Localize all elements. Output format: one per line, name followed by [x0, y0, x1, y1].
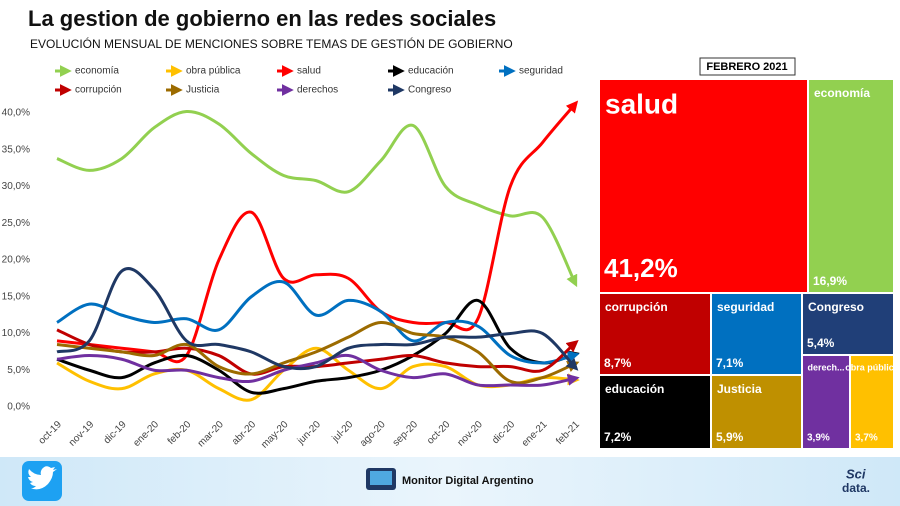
- legend-label: obra pública: [186, 66, 241, 77]
- legend-label: Justicia: [186, 85, 220, 96]
- series-line: [56, 279, 580, 365]
- legend-label: salud: [297, 66, 321, 77]
- cell-value-label: 16,9%: [813, 274, 847, 288]
- treemap-cell: [600, 80, 807, 292]
- logo-bottom: data.: [842, 481, 870, 495]
- y-tick-label: 0,0%: [7, 402, 30, 413]
- title: La gestion de gobierno en las redes soci…: [28, 6, 496, 31]
- x-tick-label: dic-19: [102, 419, 129, 446]
- treemap-cell: [600, 294, 710, 374]
- legend-label: educación: [408, 66, 454, 77]
- cell-label: economía: [814, 86, 870, 100]
- treemap-title: FEBRERO 2021: [706, 61, 787, 73]
- legend-label: seguridad: [519, 66, 563, 77]
- series-line: [56, 100, 579, 364]
- brand-name: Monitor Digital Argentino: [402, 475, 534, 487]
- x-tick-label: sep-20: [391, 419, 421, 449]
- x-tick-label: oct-20: [425, 419, 453, 447]
- treemap-cell: [803, 356, 849, 448]
- x-tick-label: dic-20: [490, 419, 517, 446]
- cell-label: obra pública: [845, 362, 900, 372]
- x-tick-label: ene-20: [131, 419, 161, 449]
- series-line: [56, 353, 580, 388]
- legend-label: derechos: [297, 85, 338, 96]
- twitter-bird: [28, 466, 57, 490]
- x-tick-label: ago-20: [358, 419, 388, 449]
- cell-value-label: 5,4%: [807, 336, 835, 350]
- series-line: [56, 320, 580, 385]
- cell-value-label: 41,2%: [604, 253, 678, 283]
- x-tick-label: jul-20: [330, 419, 356, 445]
- y-tick-label: 35,0%: [2, 144, 30, 155]
- series-line: [56, 267, 579, 371]
- cell-label: salud: [605, 88, 678, 119]
- y-tick-label: 15,0%: [2, 291, 30, 302]
- cell-label: seguridad: [717, 300, 774, 314]
- series-line: [56, 110, 578, 288]
- cell-value-label: 3,9%: [807, 433, 830, 444]
- cell-label: derech...: [807, 362, 844, 372]
- legend-label: economía: [75, 66, 119, 77]
- y-tick-label: 30,0%: [2, 181, 30, 192]
- y-tick-label: 40,0%: [2, 108, 30, 119]
- cell-value-label: 7,1%: [716, 356, 744, 370]
- cell-value-label: 5,9%: [716, 430, 744, 444]
- y-tick-label: 5,0%: [7, 365, 30, 376]
- y-tick-label: 25,0%: [2, 218, 30, 229]
- cell-value-label: 3,7%: [855, 433, 878, 444]
- treemap-cell: [600, 376, 710, 448]
- footer-band: [0, 457, 900, 506]
- treemap-title-box: [699, 57, 796, 76]
- y-tick-label: 10,0%: [2, 328, 30, 339]
- cell-label: Congreso: [808, 300, 864, 314]
- x-tick-label: mar-20: [196, 419, 226, 449]
- x-tick-label: nov-20: [455, 419, 485, 449]
- cell-label: educación: [605, 382, 664, 396]
- treemap-cell: [712, 376, 801, 448]
- x-tick-label: feb-21: [554, 419, 582, 447]
- brand-screen: [370, 471, 392, 485]
- cell-value-label: 8,7%: [604, 356, 632, 370]
- treemap-cell: [809, 80, 893, 292]
- treemap-cell: [851, 356, 893, 448]
- y-tick-label: 20,0%: [2, 255, 30, 266]
- x-tick-label: feb-20: [166, 419, 194, 447]
- cell-label: corrupción: [605, 300, 668, 314]
- logo-top: Sci: [846, 466, 866, 481]
- treemap-cell: [712, 294, 801, 374]
- x-tick-label: ene-21: [520, 419, 550, 449]
- cell-value-label: 7,2%: [604, 430, 632, 444]
- legend-label: corrupción: [75, 85, 122, 96]
- x-tick-label: jun-20: [295, 419, 323, 447]
- cell-label: Justicia: [717, 382, 762, 396]
- treemap-cell: [803, 294, 893, 354]
- subtitle: EVOLUCIÓN MENSUAL DE MENCIONES SOBRE TEM…: [30, 36, 513, 51]
- x-tick-label: nov-19: [67, 419, 97, 449]
- x-tick-label: oct-19: [37, 419, 65, 447]
- legend-label: Congreso: [408, 85, 452, 96]
- x-tick-label: may-20: [259, 419, 291, 451]
- x-tick-label: abr-20: [230, 419, 259, 448]
